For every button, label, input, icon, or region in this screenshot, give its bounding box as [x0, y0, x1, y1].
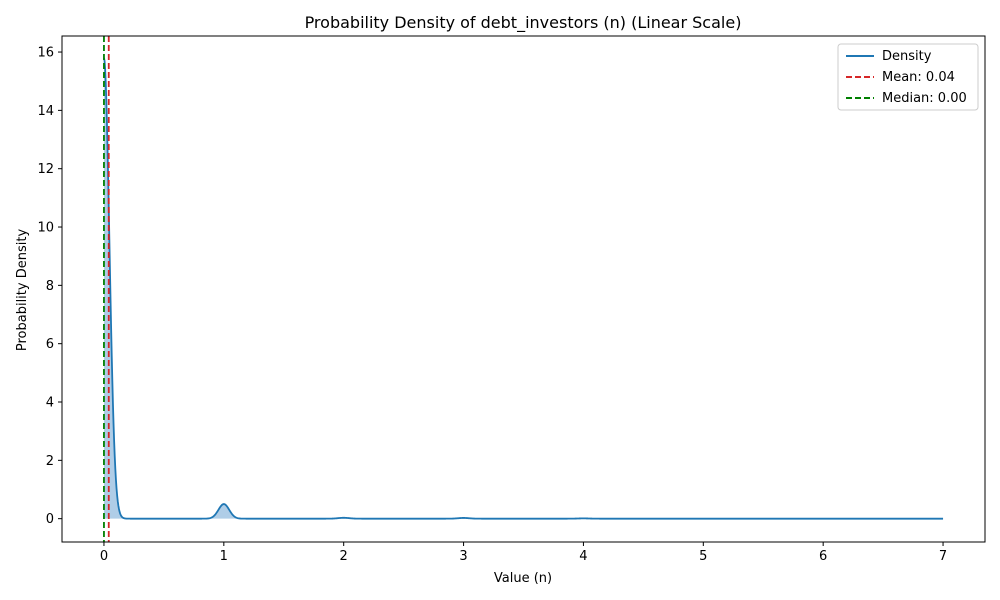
x-axis: 0 1 2 3 4 5 6 7 [100, 542, 947, 564]
x-tick-label: 2 [340, 549, 348, 564]
legend-median-label: Median: 0.00 [882, 91, 967, 106]
y-tick-label: 6 [46, 337, 54, 352]
x-tick-label: 4 [579, 549, 587, 564]
y-tick-label: 8 [46, 279, 54, 294]
legend: Density Mean: 0.04 Median: 0.00 [837, 43, 979, 111]
x-axis-label: Value (n) [494, 571, 552, 586]
legend-box [837, 43, 979, 111]
y-tick-label: 2 [46, 454, 54, 469]
chart-title: Probability Density of debt_investors (n… [305, 13, 742, 33]
y-axis: 0 2 4 6 8 10 12 14 16 [37, 46, 62, 527]
y-tick-label: 10 [37, 221, 54, 236]
x-tick-label: 7 [939, 549, 947, 564]
x-tick-label: 3 [459, 549, 467, 564]
plot-area [103, 36, 944, 542]
y-tick-label: 4 [46, 396, 54, 411]
y-tick-label: 12 [37, 162, 54, 177]
y-tick-label: 14 [37, 104, 54, 119]
plot-frame [61, 35, 986, 543]
x-tick-label: 6 [819, 549, 827, 564]
legend-mean-label: Mean: 0.04 [882, 70, 955, 85]
density-fill-area [103, 57, 944, 519]
y-tick-label: 16 [37, 46, 54, 61]
y-tick-label: 0 [46, 512, 54, 527]
y-axis-label: Probability Density [15, 229, 30, 352]
x-tick-label: 5 [699, 549, 707, 564]
legend-density-label: Density [882, 49, 932, 64]
x-tick-label: 0 [100, 549, 108, 564]
density-line [103, 57, 944, 520]
x-tick-label: 1 [220, 549, 228, 564]
